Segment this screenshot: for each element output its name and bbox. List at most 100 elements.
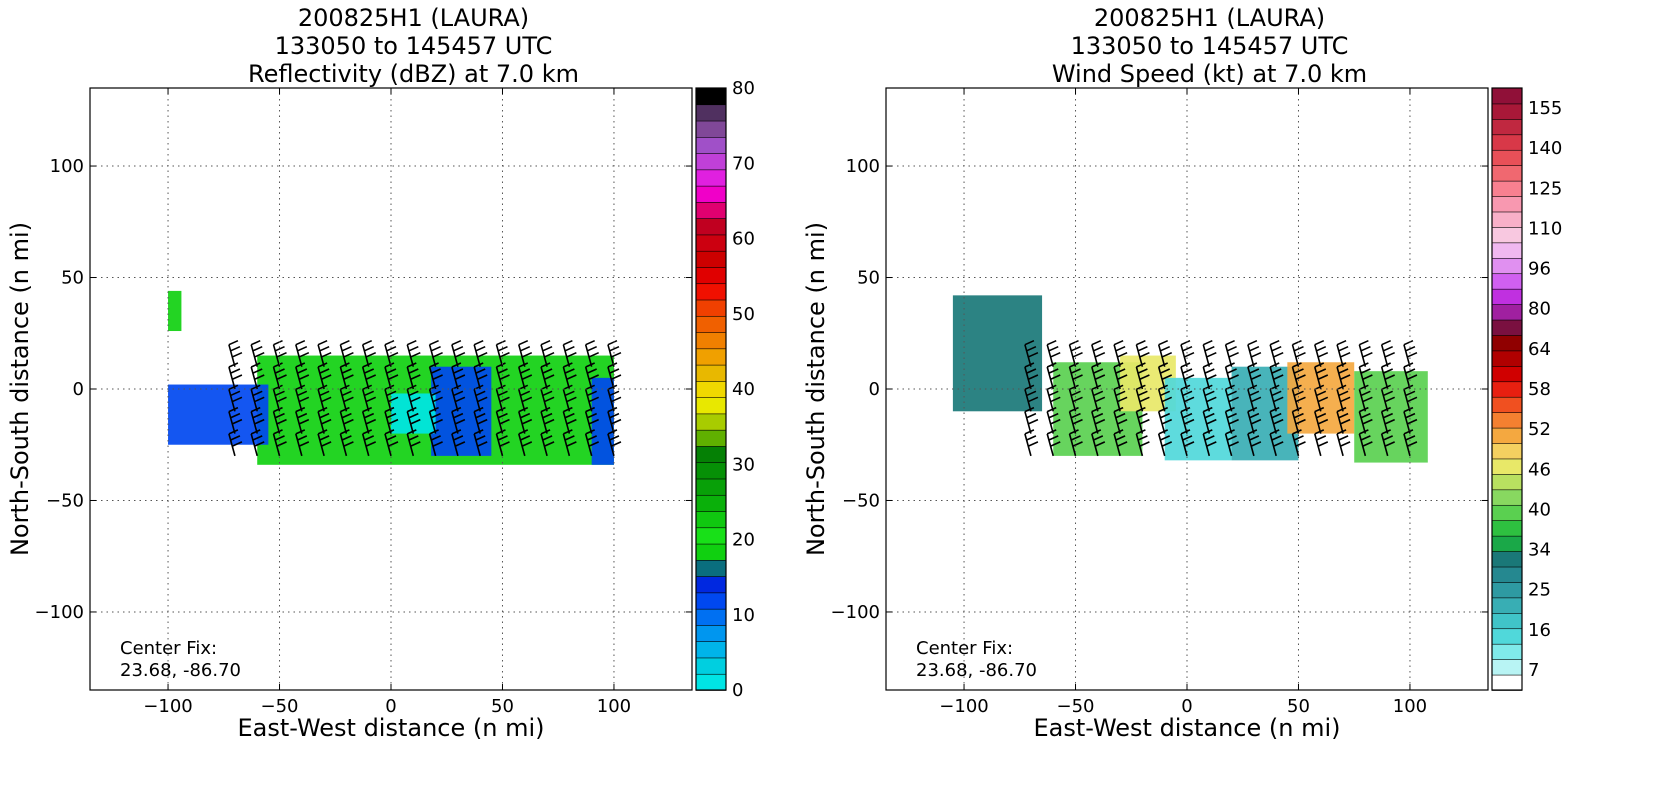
wind-barb [473,339,488,367]
colorbar-swatch [1491,164,1523,182]
data-region [391,393,436,434]
wind-barb [1202,339,1217,367]
colorbar-tick-label: 140 [1528,138,1562,159]
wind-barb [562,362,577,390]
wind-barb [1135,429,1150,457]
colorbar-tick-label: 7 [1528,660,1539,681]
wind-barb [339,429,354,457]
colorbar-swatch [695,608,727,626]
wind-barb [1336,429,1351,457]
colorbar: 0 10 20 30 40 50 60 70 80 [695,78,755,701]
wind-barb [1403,384,1418,412]
wind-barb [1135,384,1150,412]
wind-barb [1314,429,1329,457]
wind-barb [228,429,243,457]
wind-barb [1180,384,1195,412]
wind-barb [1358,429,1373,457]
wind-barb [317,339,332,367]
colorbar-swatch [1491,350,1523,367]
wind-barb [540,384,555,412]
wind-barb [1403,429,1418,457]
wind-barb [228,406,243,434]
colorbar-swatch [1491,427,1523,444]
x-axis-label: East-West distance (n mi) [1033,714,1340,742]
colorbar-swatch [695,103,727,122]
colorbar-tick-label: 16 [1528,620,1551,641]
colorbar-swatch [695,461,727,480]
wind-barb [295,384,310,412]
wind-barb [1380,406,1395,434]
wind-barb [228,339,243,367]
wind-barb [1180,429,1195,457]
colorbar-swatch [1491,195,1523,213]
wind-barb [406,362,421,390]
wind-barb [1091,406,1106,434]
x-tick-label: 50 [1287,696,1310,717]
wind-barb [562,384,577,412]
wind-barb [1068,384,1083,412]
colorbar-tick-label: 40 [732,379,755,400]
wind-barb [1403,339,1418,367]
x-tick-label: −50 [261,696,299,717]
wind-barb [1224,384,1239,412]
wind-barb [406,406,421,434]
wind-barb [562,406,577,434]
wind-barb [1269,384,1284,412]
wind-barb [607,384,622,412]
colorbar-swatch [1491,87,1523,105]
wind-barb [1202,429,1217,457]
wind-barb [540,362,555,390]
wind-barb [1046,339,1061,367]
colorbar-swatch [695,575,727,594]
colorbar-tick-label: 50 [732,304,755,325]
wind-barb [451,429,466,457]
wind-barb [295,339,310,367]
wind-barb [1024,362,1039,390]
wind-barb [295,406,310,434]
colorbar-swatch [1491,519,1523,537]
wind-barb [228,362,243,390]
wind-barb [1113,429,1128,457]
wind-barb [1091,339,1106,367]
wind-barb [1269,362,1284,390]
x-tick-label: −100 [939,696,988,717]
wind-barb [406,384,421,412]
wind-barb [473,362,488,390]
wind-barb [1291,429,1306,457]
wind-speed-panel: 200825H1 (LAURA) 133050 to 145457 UTC Wi… [796,0,1623,787]
wind-barb [1336,406,1351,434]
wind-barb [1180,339,1195,367]
y-tick-label: 0 [73,379,84,400]
wind-barb [518,339,533,367]
wind-barb [584,384,599,412]
data-region [1164,377,1232,461]
colorbar-swatch [1491,242,1523,259]
wind-barb [1247,362,1262,390]
grid [90,88,692,690]
colorbar-swatch [695,673,727,691]
x-tick-label: 100 [1393,696,1427,717]
colorbar: 7 16 25 34 40 46 52 58 64 80 96 110 125 140 155 [1491,87,1562,691]
colorbar-tick-label: 46 [1528,459,1551,480]
wind-barb [1091,362,1106,390]
wind-barb [540,429,555,457]
wind-barb [406,429,421,457]
chart-title-line-2: 133050 to 145457 UTC [1070,32,1349,60]
colorbar-swatch [1491,627,1523,645]
colorbar-swatch [695,152,727,171]
wind-barb [1024,339,1039,367]
wind-barb [495,339,510,367]
wind-barb [1358,406,1373,434]
wind-barb [1247,429,1262,457]
wind-barb [1024,384,1039,412]
colorbar-tick-label: 0 [732,680,743,701]
center-fix-label: Center Fix: [120,638,217,659]
colorbar-swatch [695,559,727,577]
data-region [168,384,269,445]
wind-barb [1046,384,1061,412]
colorbar-swatch [695,234,727,252]
wind-barb [384,362,399,390]
wind-barb [272,429,287,457]
colorbar-swatch [1491,504,1523,522]
wind-barb [518,406,533,434]
